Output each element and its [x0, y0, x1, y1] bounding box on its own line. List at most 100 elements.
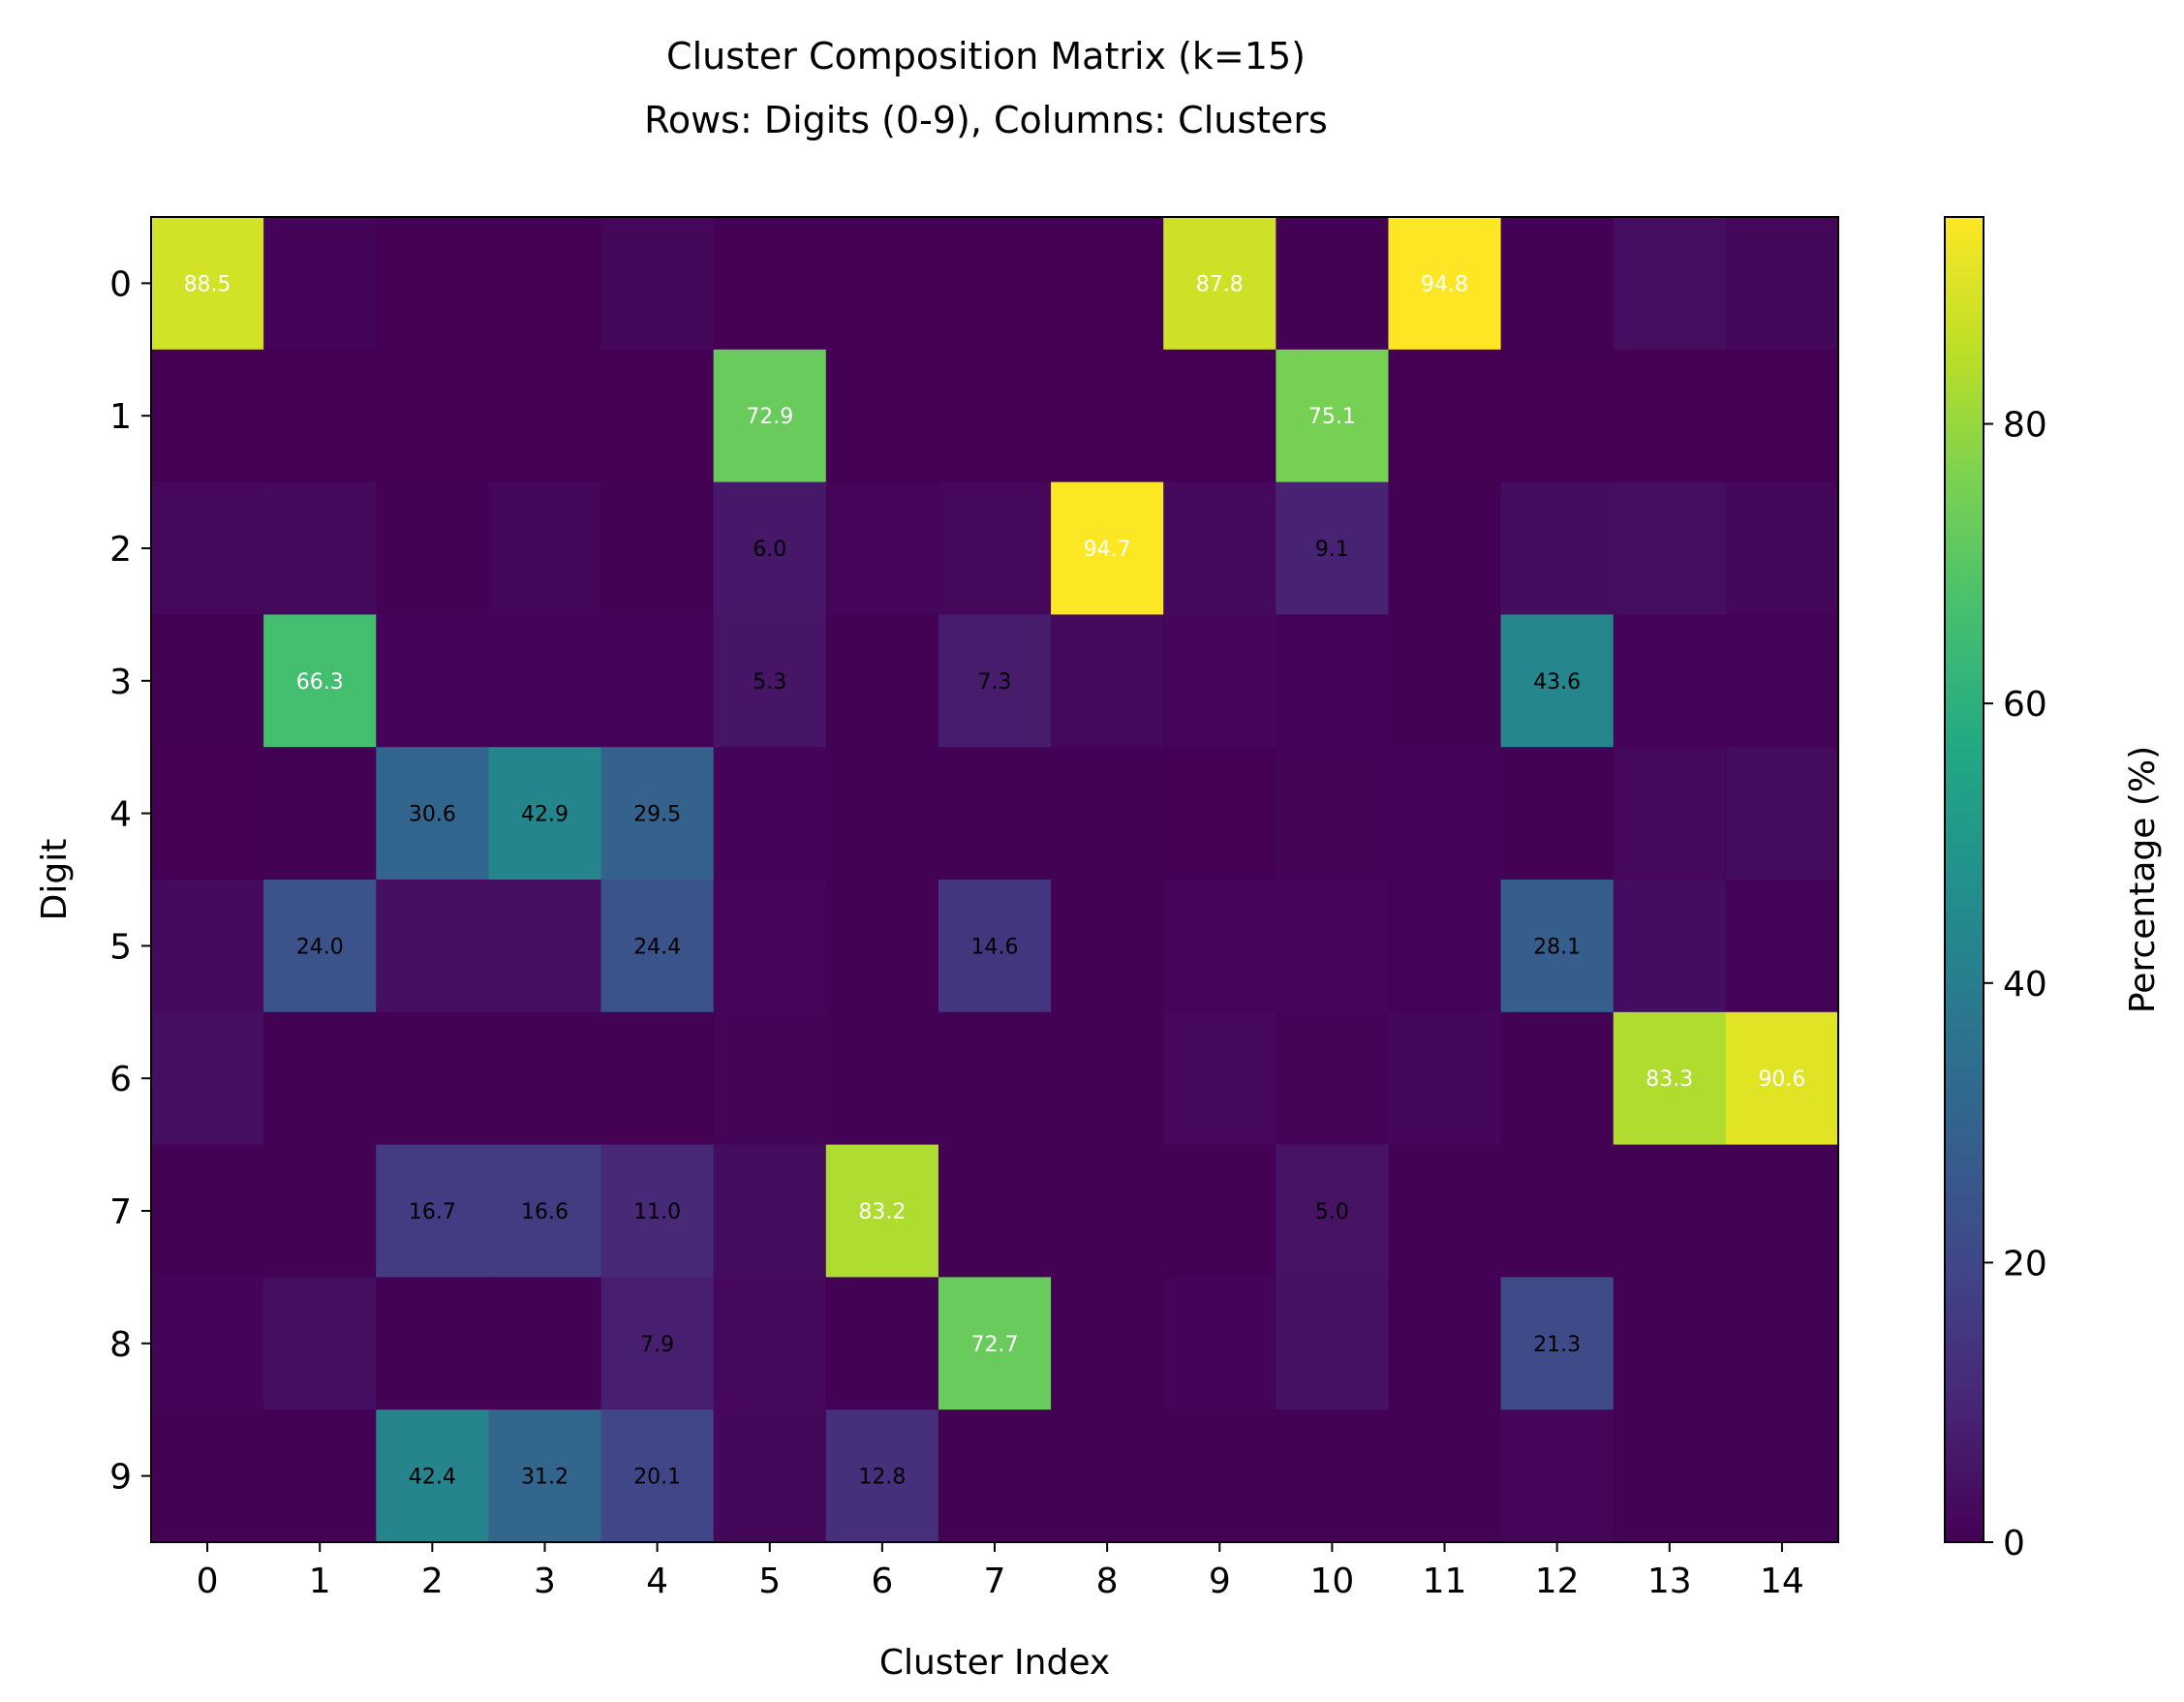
heatmap-cell	[488, 614, 602, 748]
heatmap-cell	[151, 880, 264, 1013]
heatmap-cell	[938, 747, 1052, 881]
x-tick-label: 2	[421, 1562, 444, 1601]
cell-value-label: 6.0	[753, 538, 786, 562]
x-tick-label: 12	[1535, 1562, 1580, 1601]
y-tick-label: 2	[109, 530, 132, 570]
heatmap-cell	[1276, 481, 1390, 615]
heatmap-cell	[1276, 747, 1390, 881]
heatmap-cell	[1163, 349, 1277, 483]
heatmap-cell	[1051, 217, 1164, 351]
heatmap-cell	[376, 1144, 489, 1278]
heatmap-cell	[1500, 880, 1615, 1013]
heatmap-cell	[1613, 217, 1727, 351]
y-tick-label: 5	[109, 927, 132, 967]
chart-title-line1: Cluster Composition Matrix (k=15)	[666, 35, 1306, 77]
x-tick-label: 9	[1209, 1562, 1231, 1601]
cell-value-label: 72.7	[971, 1333, 1019, 1357]
cell-value-label: 30.6	[409, 803, 456, 827]
heatmap-cell	[1051, 880, 1164, 1013]
heatmap-cell	[1725, 1011, 1839, 1146]
heatmap-cell	[1613, 481, 1727, 615]
heatmap-cell	[1388, 1409, 1502, 1543]
x-tick-label: 14	[1760, 1562, 1804, 1601]
x-tick-label: 13	[1647, 1562, 1692, 1601]
heatmap-cell	[1500, 1144, 1615, 1278]
heatmap-cell	[151, 747, 264, 881]
heatmap-cell	[376, 614, 489, 748]
heatmap-cell	[1388, 747, 1502, 881]
heatmap-cell	[1725, 1409, 1839, 1543]
heatmap-cell	[488, 349, 602, 483]
heatmap-cell	[263, 1011, 377, 1146]
heatmap-cell	[263, 1277, 377, 1410]
x-axis-ticks: 0 1 2 3 4 5 6 7 8 9 10 11 12 13 14	[197, 1542, 1804, 1601]
heatmap-cell	[263, 614, 377, 748]
heatmap-cell	[600, 880, 715, 1013]
heatmap-cell	[263, 747, 377, 881]
heatmap-cell	[1613, 1409, 1727, 1543]
heatmap-cell	[263, 1144, 377, 1278]
heatmap-cell-labels: 88.5 87.8 94.8 72.9 75.1 6.0 94.7 9.1 66.3 5.3 7.3…	[184, 272, 1806, 1489]
cell-value-label: 12.8	[858, 1466, 906, 1490]
colorbar-tick-label: 20	[2003, 1244, 2047, 1284]
heatmap-cell	[600, 1409, 715, 1543]
heatmap-cell	[376, 880, 489, 1013]
y-tick-label: 9	[109, 1458, 132, 1498]
heatmap-cell	[488, 1409, 602, 1543]
heatmap-cell	[376, 747, 489, 881]
heatmap-cell	[1051, 481, 1164, 615]
cell-value-label: 43.6	[1533, 670, 1581, 695]
heatmap-cell	[600, 1277, 715, 1410]
heatmap-cells	[151, 217, 1839, 1543]
heatmap-cell	[600, 614, 715, 748]
heatmap-cell	[1725, 747, 1839, 881]
x-tick-label: 8	[1096, 1562, 1119, 1601]
heatmap-cell	[825, 1011, 939, 1146]
heatmap-cell	[825, 614, 939, 748]
cell-value-label: 29.5	[633, 803, 681, 827]
y-tick-label: 0	[109, 264, 132, 304]
heatmap-cell	[151, 1277, 264, 1410]
colorbar-ticks: 0 20 40 60 80	[1984, 406, 2047, 1563]
cell-value-label: 42.4	[409, 1466, 456, 1490]
heatmap-cell	[1163, 1277, 1277, 1410]
heatmap-cell	[938, 481, 1052, 615]
heatmap-cell	[600, 747, 715, 881]
y-axis-ticks: 0 1 2 3 4 5 6 7 8 9	[109, 264, 151, 1498]
cell-value-label: 87.8	[1196, 272, 1244, 296]
heatmap-cell	[1613, 614, 1727, 748]
cell-value-label: 24.4	[633, 935, 681, 959]
heatmap-cell	[1051, 1277, 1164, 1410]
heatmap-cell	[1276, 614, 1390, 748]
heatmap-cell	[1500, 217, 1615, 351]
heatmap-cell	[376, 217, 489, 351]
heatmap-cell	[1051, 1011, 1164, 1146]
heatmap-cell	[488, 481, 602, 615]
heatmap-cell	[713, 481, 827, 615]
cell-value-label: 7.3	[978, 670, 1012, 695]
heatmap-cell	[938, 1144, 1052, 1278]
heatmap-cell	[1163, 880, 1277, 1013]
heatmap-cell	[1051, 747, 1164, 881]
heatmap-cell	[600, 217, 715, 351]
colorbar-tick-label: 60	[2003, 685, 2047, 725]
heatmap-cell	[600, 1011, 715, 1146]
cell-value-label: 11.0	[633, 1200, 681, 1224]
heatmap-cell	[713, 614, 827, 748]
heatmap-cell	[376, 481, 489, 615]
heatmap-cell	[713, 880, 827, 1013]
cell-value-label: 24.0	[296, 935, 344, 959]
colorbar-tick-label: 0	[2003, 1524, 2025, 1563]
colorbar-label: Percentage (%)	[2123, 746, 2163, 1013]
heatmap-cell	[1613, 880, 1727, 1013]
heatmap-cell	[1613, 747, 1727, 881]
heatmap-cell	[1725, 1144, 1839, 1278]
cell-value-label: 14.6	[971, 935, 1019, 959]
heatmap-cell	[713, 1011, 827, 1146]
heatmap-cell	[1613, 1277, 1727, 1410]
colorbar	[1944, 216, 1984, 1543]
heatmap-cell	[938, 614, 1052, 748]
y-tick-label: 4	[109, 795, 132, 835]
heatmap-cell	[1725, 1277, 1839, 1410]
heatmap-cell	[488, 1144, 602, 1278]
